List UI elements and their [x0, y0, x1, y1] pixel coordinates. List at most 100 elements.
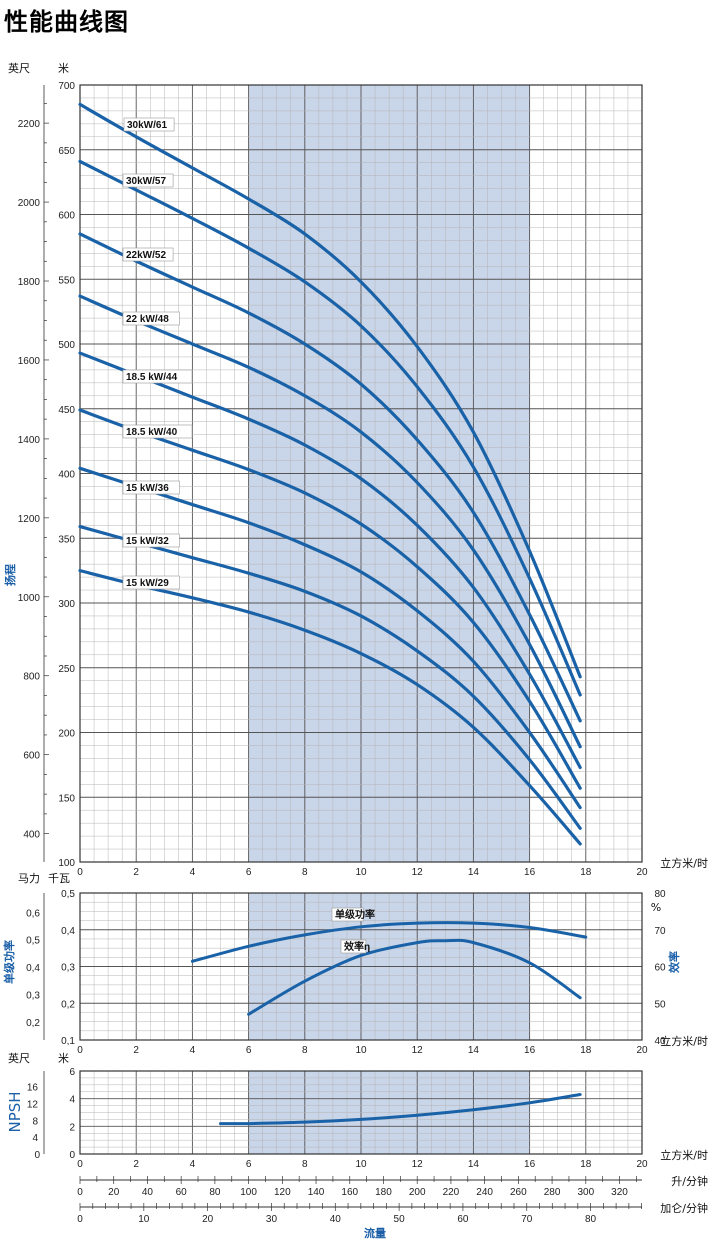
power-frame — [79, 892, 643, 1041]
lpm-tick-label: 40 — [142, 1187, 154, 1198]
npsh-x-tick-label: 16 — [524, 1159, 536, 1170]
head-x-tick-label: 16 — [524, 867, 536, 878]
head-curve-label-box — [122, 369, 193, 384]
power-x-tick-label: 20 — [636, 1045, 648, 1056]
lpm-tick-label: 240 — [476, 1187, 493, 1198]
head-curve-label-box — [122, 247, 174, 262]
lpm-tick-label: 20 — [108, 1187, 120, 1198]
lpm-tick-label: 160 — [341, 1187, 358, 1198]
head-x-tick-label: 14 — [468, 867, 480, 878]
power-x-tick-label: 16 — [524, 1045, 536, 1056]
head-curve-6 — [78, 466, 582, 810]
page-title: 性能曲线图 — [4, 8, 129, 36]
head-curve-5 — [78, 408, 582, 790]
eff-y-tick-label: 40 — [654, 1036, 666, 1047]
npsh-x-unit-label: 立方米/时 — [660, 1148, 708, 1162]
head-ft-tick-label: 2000 — [18, 198, 41, 209]
gpm-tick-label: 30 — [266, 1214, 278, 1225]
head-x-tick-label: 4 — [190, 867, 196, 878]
npsh-y-tick-label: 4 — [69, 1095, 75, 1106]
head-curve-7 — [78, 524, 582, 830]
head-frame — [79, 84, 643, 863]
npsh-unit-right: 米 — [58, 1052, 69, 1065]
head-curve-label: 18.5 kW/44 — [126, 372, 178, 383]
npsh-unit-left: 英尺 — [8, 1051, 30, 1065]
npsh-ft-tick-label: 8 — [32, 1116, 38, 1127]
power-x-tick-label: 12 — [412, 1045, 424, 1056]
head-y-tick-label: 100 — [58, 858, 75, 869]
head-curve-label: 15 kW/29 — [126, 578, 169, 589]
lpm-tick-label: 220 — [443, 1187, 460, 1198]
head-x-tick-label: 10 — [355, 867, 367, 878]
head-curve-1 — [78, 159, 582, 697]
npsh-x-tick-label: 4 — [190, 1159, 196, 1170]
head-ft-tick-label: 600 — [23, 751, 40, 762]
head-y-tick-label: 700 — [58, 81, 75, 92]
npsh-x-tick-label: 18 — [580, 1159, 592, 1170]
npsh-x-tick-label: 2 — [133, 1159, 139, 1170]
head-curve-label-box — [122, 533, 180, 548]
eff-unit-label: % — [651, 901, 661, 914]
power-x-tick-label: 2 — [133, 1045, 139, 1056]
eff-y-tick-label: 60 — [654, 963, 666, 974]
eff-y-label: 效率 — [667, 951, 681, 973]
lpm-tick-label: 120 — [274, 1187, 291, 1198]
head-y-tick-label: 550 — [58, 275, 75, 286]
head-y-tick-label: 600 — [58, 211, 75, 222]
power-unit-left: 马力 — [18, 872, 40, 885]
power-curve — [190, 921, 588, 963]
efficiency-curve-label: 效率η — [344, 940, 370, 953]
npsh-x-tick-label: 10 — [355, 1159, 367, 1170]
head-curve-label: 30kW/61 — [127, 120, 167, 131]
eff-y-tick-label: 80 — [654, 889, 666, 900]
power-x-tick-label: 18 — [580, 1045, 592, 1056]
head-y-tick-label: 200 — [58, 729, 75, 740]
gpm-unit-label: 加仑/分钟 — [660, 1201, 708, 1215]
head-y-tick-label: 350 — [58, 534, 75, 545]
power-unit-right: 千瓦 — [48, 872, 70, 885]
head-curve-0 — [78, 102, 582, 679]
head-x-tick-label: 6 — [246, 867, 252, 878]
efficiency-curve — [247, 938, 582, 1016]
head-ft-tick-label: 2200 — [18, 119, 41, 130]
head-y-tick-label: 450 — [58, 405, 75, 416]
power-curve-label: 单级功率 — [335, 908, 375, 921]
power-x-tick-label: 0 — [77, 1045, 83, 1056]
npsh-x-tick-label: 0 — [77, 1159, 83, 1170]
gpm-tick-label: 80 — [585, 1214, 597, 1225]
power-x-tick-label: 4 — [190, 1045, 196, 1056]
npsh-y-label: NPSH — [6, 1091, 24, 1132]
head-curve-2 — [78, 232, 582, 723]
head-ft-tick-label: 1600 — [18, 356, 41, 367]
npsh-frame — [79, 1070, 643, 1155]
gpm-tick-label: 40 — [330, 1214, 342, 1225]
gpm-tick-label: 70 — [521, 1214, 533, 1225]
head-curve-label: 15 kW/32 — [126, 536, 169, 547]
lpm-tick-label: 200 — [409, 1187, 426, 1198]
head-x-tick-label: 0 — [77, 867, 83, 878]
head-curve-3 — [78, 294, 582, 749]
head-y-tick-label: 400 — [58, 470, 75, 481]
power-hp-tick-label: 0,3 — [26, 991, 40, 1002]
power-hp-tick-label: 0,6 — [26, 908, 40, 919]
npsh-ft-tick-label: 12 — [27, 1099, 39, 1110]
power-y-tick-label: 0,5 — [61, 889, 75, 900]
power-hp-tick-label: 0,4 — [26, 963, 40, 974]
head-x-unit-label: 立方米/时 — [660, 856, 708, 870]
gpm-tick-label: 50 — [394, 1214, 406, 1225]
head-y-tick-label: 150 — [58, 793, 75, 804]
lpm-tick-label: 280 — [544, 1187, 561, 1198]
npsh-x-tick-label: 14 — [468, 1159, 480, 1170]
head-curve-label-box — [122, 480, 180, 495]
head-y-tick-label: 300 — [58, 599, 75, 610]
head-ft-tick-label: 800 — [23, 672, 40, 683]
lpm-tick-label: 180 — [375, 1187, 392, 1198]
power-hp-tick-label: 0,5 — [26, 936, 40, 947]
head-curve-label: 30kW/57 — [126, 176, 166, 187]
npsh-x-tick-label: 20 — [636, 1159, 648, 1170]
head-curve-label-box — [122, 311, 180, 326]
power-y-label: 单级功率 — [2, 940, 16, 984]
head-curve-label-box — [122, 575, 180, 590]
head-x-tick-label: 18 — [580, 867, 592, 878]
eff-y-tick-label: 50 — [654, 999, 666, 1010]
